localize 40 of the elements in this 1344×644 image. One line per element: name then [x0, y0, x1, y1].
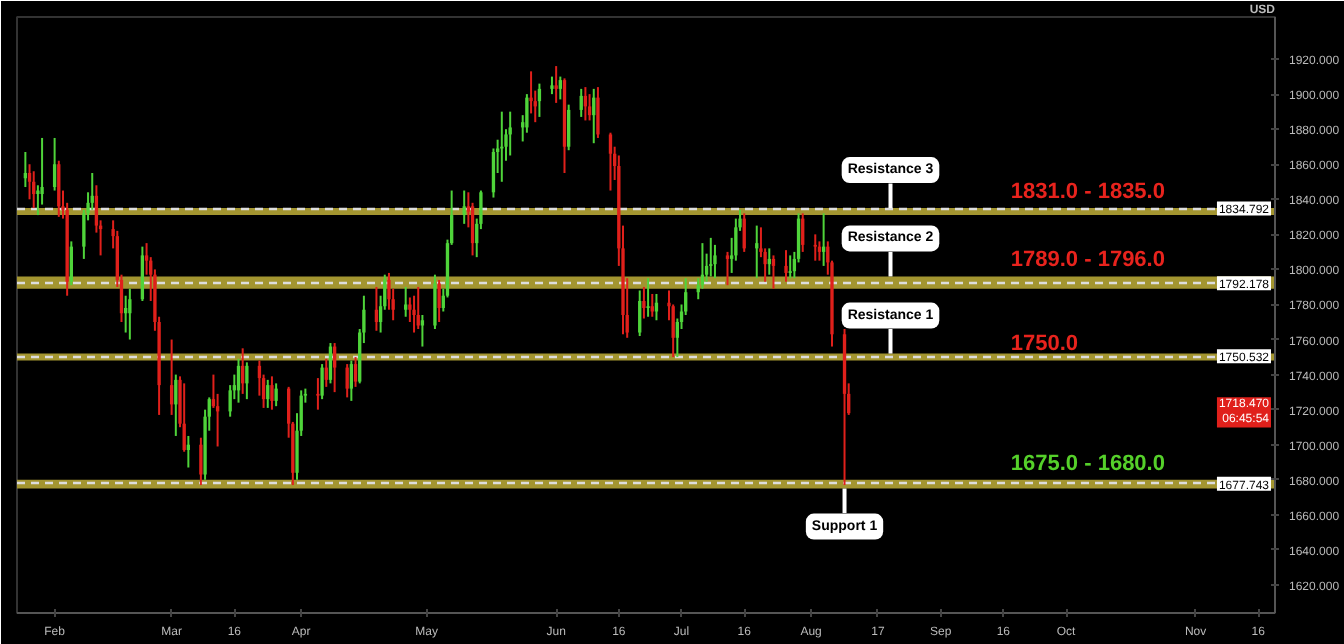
candlestick — [433, 273, 437, 331]
band-label: 1675.0 - 1680.0 — [1010, 451, 1165, 476]
candlestick — [349, 359, 354, 402]
candlestick — [270, 375, 274, 411]
candlestick — [353, 356, 358, 388]
candlestick — [725, 250, 730, 287]
candlestick — [412, 294, 416, 334]
candlestick — [529, 70, 533, 115]
candlestick — [709, 236, 713, 278]
candlestick — [416, 285, 420, 331]
band-label: 1789.0 - 1796.0 — [1010, 248, 1165, 273]
candlestick — [345, 363, 349, 399]
candlestick — [642, 285, 646, 320]
candlestick — [437, 278, 441, 324]
candlestick — [508, 110, 512, 157]
candlestick — [784, 249, 788, 283]
candlestick — [404, 285, 408, 318]
candlestick — [199, 436, 203, 487]
candlestick — [567, 103, 571, 152]
band-label: 1831.0 - 1835.0 — [1010, 180, 1165, 205]
candlestick — [646, 277, 650, 318]
candlestick — [771, 254, 776, 290]
candlestick — [274, 382, 278, 408]
candlestick — [596, 86, 600, 139]
candlestick — [554, 65, 558, 104]
candlestick — [713, 243, 717, 280]
candlestick — [245, 361, 249, 401]
candlestick — [332, 342, 337, 394]
candlestick — [462, 189, 466, 225]
candlestick — [813, 233, 817, 262]
candlestick — [558, 75, 562, 101]
candlestick — [788, 254, 792, 280]
band-label: 1750.0 — [1010, 331, 1079, 356]
candlestick — [320, 363, 324, 401]
candlestick — [638, 289, 642, 338]
candlestick — [420, 314, 425, 348]
candlestick — [587, 93, 592, 122]
candlestick — [608, 131, 613, 192]
candlestick — [525, 93, 529, 134]
candlestick — [316, 377, 320, 411]
